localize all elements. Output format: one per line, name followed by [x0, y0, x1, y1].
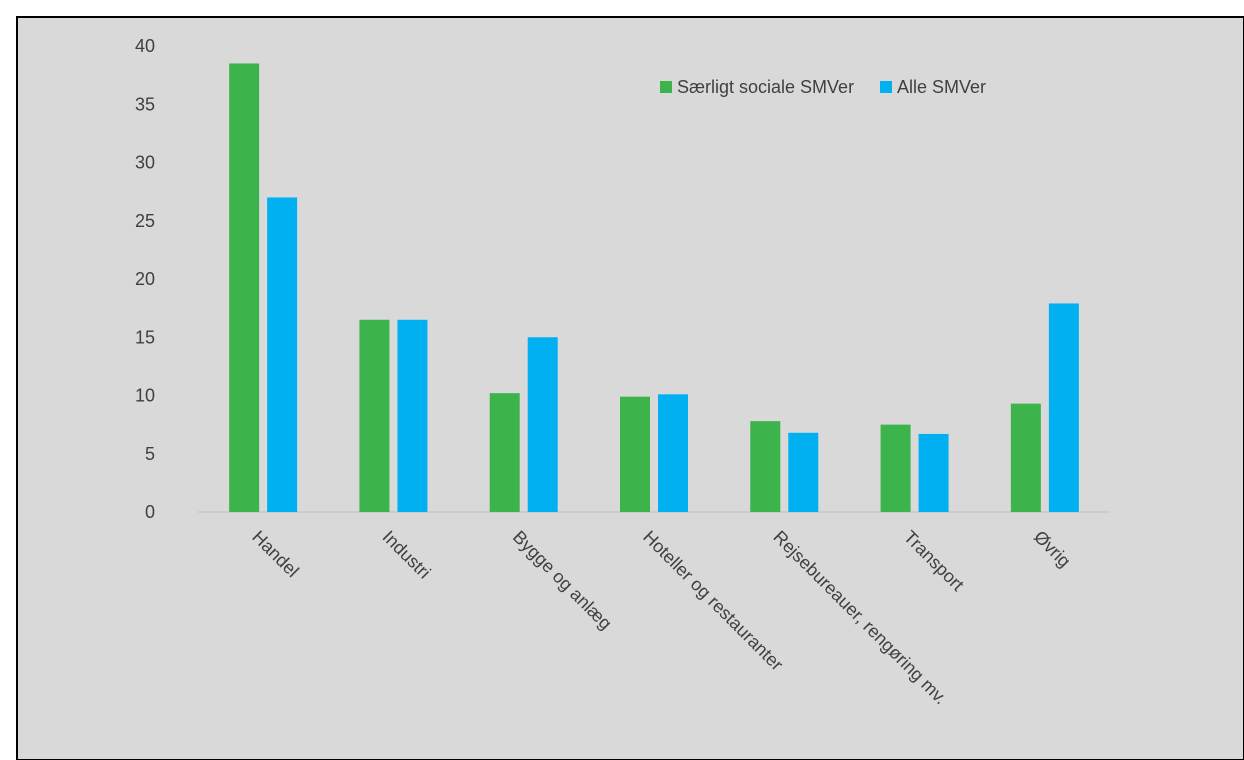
legend: Særligt sociale SMVer Alle SMVer [660, 77, 986, 97]
y-tick-label: 20 [135, 269, 155, 289]
y-tick-label: 35 [135, 94, 155, 114]
legend-swatch-2 [880, 81, 892, 93]
legend-label-2: Alle SMVer [897, 77, 986, 97]
legend-label-1: Særligt sociale SMVer [677, 77, 854, 97]
bar-series-1-7 [1010, 403, 1041, 512]
y-tick-label: 0 [145, 502, 155, 522]
y-tick-label: 25 [135, 211, 155, 231]
bar-series-2-7 [1048, 303, 1079, 512]
bar-series-1-2 [359, 319, 390, 512]
legend-swatch-1 [660, 81, 672, 93]
bar-series-1-1 [229, 63, 260, 512]
bar-series-2-5 [788, 432, 819, 512]
bar-series-2-2 [397, 319, 428, 512]
y-tick-label: 5 [145, 444, 155, 464]
bar-series-2-1 [267, 197, 298, 512]
bar-series-1-3 [489, 393, 520, 512]
bar-series-2-4 [658, 394, 688, 512]
bar-series-2-6 [918, 433, 949, 512]
bar-series-1-4 [620, 396, 650, 512]
y-tick-label: 15 [135, 327, 155, 347]
y-axis-tick-labels: 0 5 10 15 20 25 30 35 40 [135, 36, 155, 522]
chart-background [16, 16, 1244, 760]
y-tick-label: 40 [135, 36, 155, 56]
bar-series-2-3 [527, 337, 558, 512]
bar-series-1-5 [750, 421, 781, 512]
y-tick-label: 30 [135, 153, 155, 173]
bars-group [229, 63, 1079, 512]
y-tick-label: 10 [135, 386, 155, 406]
bar-series-1-6 [880, 424, 911, 512]
